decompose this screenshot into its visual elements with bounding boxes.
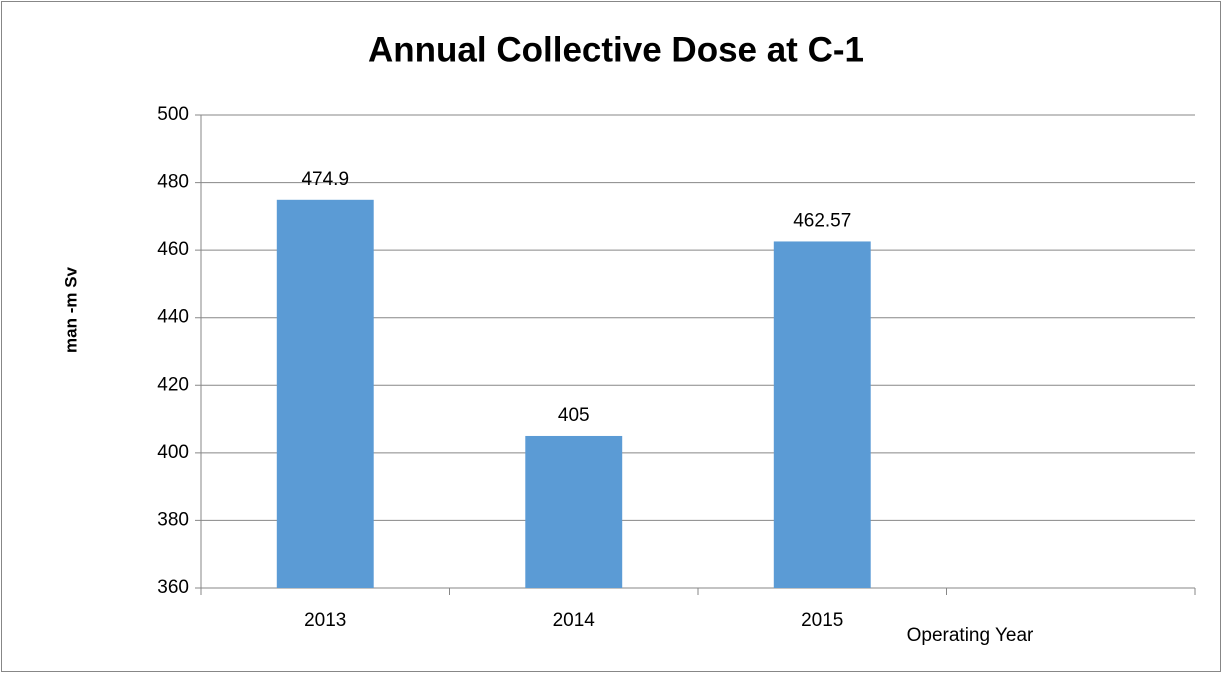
bar (525, 435, 623, 588)
y-tick-label: 480 (157, 172, 189, 193)
y-tick-label: 440 (157, 307, 189, 328)
data-label: 405 (558, 405, 590, 426)
data-label: 462.57 (793, 210, 851, 231)
x-axis-label: Operating Year (907, 625, 1034, 646)
x-tick-label: 2013 (304, 610, 346, 631)
x-tick-label: 2014 (553, 610, 596, 631)
y-tick-label: 360 (157, 577, 189, 598)
bar (773, 241, 871, 588)
y-tick-label: 420 (157, 374, 189, 395)
y-tick-label: 400 (157, 442, 189, 463)
chart-title: Annual Collective Dose at C-1 (368, 30, 864, 69)
y-tick-label: 500 (157, 104, 189, 125)
x-tick-label: 2015 (801, 610, 843, 631)
bar (276, 199, 374, 589)
y-tick-label: 380 (157, 509, 189, 530)
data-label: 474.9 (301, 169, 349, 190)
y-axis-label: man -m Sv (61, 266, 80, 353)
y-tick-label: 460 (157, 239, 189, 260)
